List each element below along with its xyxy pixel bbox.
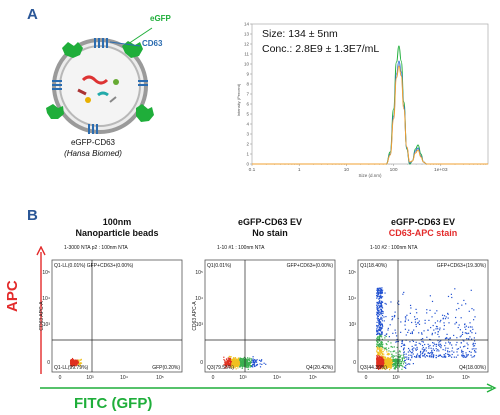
facs-y-tick-label: 0 <box>200 360 203 366</box>
nta-y-tick-label: 9 <box>246 72 249 77</box>
facs-x-tick-label: 0 <box>212 375 215 381</box>
nta-y-tick-label: 2 <box>246 142 249 147</box>
cd63-label: CD63 <box>142 39 163 48</box>
quadrant-label-q3: Q1-LL(99.79%) <box>54 365 89 371</box>
facs-sample-label: 1-10 #1 : 100nm NTA <box>217 245 265 251</box>
quadrant-label-q3: Q3(79.56%) <box>207 365 234 371</box>
nta-concentration-text: Conc.: 2.8E9 ± 1.3E7/mL <box>262 43 380 55</box>
facs-dot-plot-1: Q1-LL(0.01%) GFP+CD63+(0.00%) Q1-LL(99.79… <box>39 259 183 381</box>
quadrant-label-q3: Q3(44.30%) <box>360 365 387 371</box>
facs-title-line1: 100nm <box>102 217 132 227</box>
quadrant-label-q1: Q1(0.01%) <box>207 263 232 269</box>
nta-y-tick-label: 1 <box>246 152 249 157</box>
nta-y-tick-label: 4 <box>246 122 249 127</box>
nta-x-tick-label: 1e+03 <box>434 167 448 173</box>
nta-y-tick-label: 6 <box>246 102 249 107</box>
facs-y-tick-label: 10⁴ <box>348 296 356 302</box>
nta-y-tick-label: 7 <box>246 92 249 97</box>
diagram-caption-line1: eGFP-CD63 <box>70 138 115 147</box>
facs-y-axis-label: CD63 APC-A <box>192 301 198 331</box>
facs-y-tick-label: 10³ <box>196 322 204 328</box>
nta-y-axis-label: Intensity (Percent) <box>236 83 241 116</box>
nta-x-axis-label: Size (d.nm) <box>358 173 382 178</box>
fitc-axis-arrow <box>40 383 497 393</box>
egfp-protein-icon <box>46 41 154 122</box>
egfp-label: eGFP <box>150 14 171 23</box>
vesicle-icon <box>46 27 154 134</box>
facs-y-tick-label: 10⁵ <box>348 270 356 276</box>
facs-x-tick-label: 10⁵ <box>462 375 470 381</box>
panel-b-letter: B <box>27 207 38 224</box>
facs-title-line2: Nanoparticle beads <box>75 228 159 238</box>
facs-x-tick-label: 10⁴ <box>426 375 434 381</box>
facs-x-tick-label: 10⁴ <box>273 375 281 381</box>
quadrant-label-q4: Q4(18.00%) <box>459 365 486 371</box>
facs-x-tick-label: 10³ <box>86 375 94 381</box>
quadrant-label-q4: GFP(0.20%) <box>152 365 180 371</box>
facs-x-tick-label: 10³ <box>392 375 400 381</box>
facs-dot-plot-3: Q1(18.40%) GFP+CD63+(19.30%) Q3(44.30%) Q4(… <box>348 259 489 381</box>
facs-x-tick-label: 10³ <box>239 375 247 381</box>
facs-y-tick-label: 0 <box>47 360 50 366</box>
facs-x-tick-label: 0 <box>59 375 62 381</box>
facs-y-tick-label: 0 <box>353 360 356 366</box>
nta-y-tick-label: 10 <box>244 62 250 67</box>
facs-dot-plot-2: Q1(0.01%) GFP+CD63+(0.00%) Q3(79.56%) Q4(20… <box>192 259 336 381</box>
nta-x-tick-label: 0.1 <box>249 167 256 173</box>
facs-title-line2: No stain <box>252 228 288 238</box>
facs-x-tick-label: 10⁵ <box>309 375 317 381</box>
facs-events <box>376 287 477 371</box>
facs-plot-frame <box>204 259 336 373</box>
facs-y-tick-label: 10³ <box>349 322 357 328</box>
facs-title-line1: eGFP-CD63 EV <box>390 217 456 227</box>
facs-title-line2: CD63-APC stain <box>388 228 458 238</box>
nta-y-tick-label: 3 <box>246 132 249 137</box>
panel-a-letter: A <box>27 6 38 23</box>
facs-plot-title-3: eGFP-CD63 EV CD63-APC stain <box>333 217 500 239</box>
nta-y-tick-label: 14 <box>244 22 250 27</box>
cargo-icon <box>77 75 119 103</box>
nta-y-tick-label: 0 <box>246 162 249 167</box>
facs-y-tick-label: 10⁵ <box>42 270 50 276</box>
facs-y-tick-label: 10⁴ <box>42 296 50 302</box>
facs-y-tick-label: 10⁴ <box>195 296 203 302</box>
nta-x-tick-label: 10 <box>344 167 350 173</box>
facs-y-tick-label: 10³ <box>43 322 51 328</box>
nta-y-tick-label: 13 <box>244 32 250 37</box>
quadrant-label-q1: Q1-LL(0.01%) GFP+CD63+(0.00%) <box>54 263 134 269</box>
facs-x-tick-label: 10⁴ <box>120 375 128 381</box>
facs-events <box>70 357 83 367</box>
facs-sample-label: 1-10 #2 : 100nm NTA <box>370 245 418 251</box>
quadrant-label-q1: Q1(18.40%) <box>360 263 387 269</box>
nta-series-line-2 <box>252 65 488 165</box>
nta-x-tick-label: 1 <box>298 167 301 173</box>
quadrant-label-q2: GFP+CD63+(19.30%) <box>437 263 487 269</box>
nta-y-tick-label: 5 <box>246 112 249 117</box>
apc-axis-arrow <box>36 246 46 374</box>
quadrant-label-q2: GFP+CD63+(0.00%) <box>287 263 334 269</box>
facs-plot-frame <box>51 259 183 373</box>
facs-x-tick-label: 0 <box>365 375 368 381</box>
nta-x-tick-label: 100 <box>390 167 398 173</box>
diagram-caption-line2: (Hansa Biomed) <box>64 149 122 158</box>
nta-size-text: Size: 134 ± 5nm <box>262 28 338 40</box>
nta-y-tick-label: 8 <box>246 82 249 87</box>
nta-y-tick-label: 12 <box>244 42 250 47</box>
apc-axis-title: APC <box>4 280 21 312</box>
nta-y-tick-label: 11 <box>244 52 249 57</box>
facs-plot-title-2: eGFP-CD63 EV No stain <box>180 217 360 239</box>
fitc-axis-title: FITC (GFP) <box>74 395 153 412</box>
facs-y-axis-label: CD63 APC-A <box>39 301 45 331</box>
facs-y-tick-label: 10⁵ <box>195 270 203 276</box>
quadrant-label-q4: Q4(20.42%) <box>306 365 333 371</box>
facs-sample-label: 1-3000 NTA p2 : 100nm NTA <box>64 245 128 251</box>
cd63-tetraspanin-icon <box>52 38 148 134</box>
facs-x-tick-label: 10⁵ <box>156 375 164 381</box>
facs-title-line1: eGFP-CD63 EV <box>237 217 303 227</box>
facs-plot-title-1: 100nm Nanoparticle beads <box>27 217 207 239</box>
